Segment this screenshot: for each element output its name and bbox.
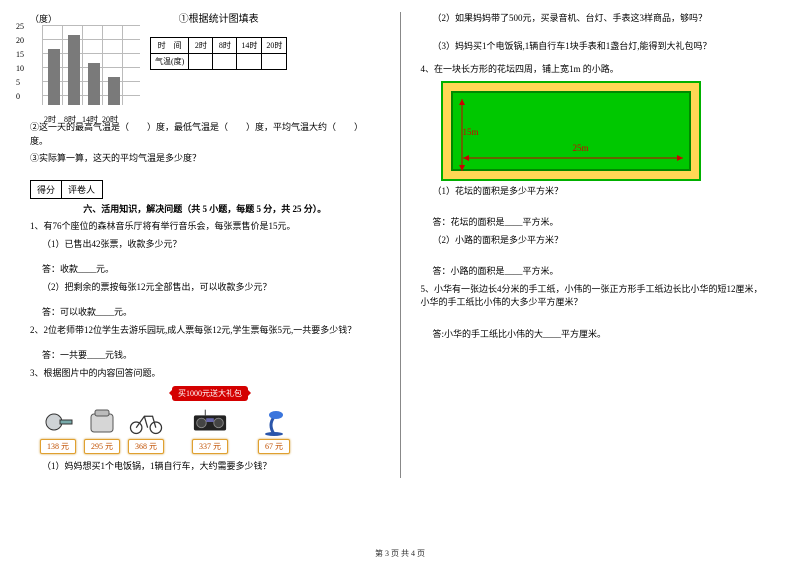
xtick: 20时: [102, 114, 118, 125]
xtick: 14时: [82, 114, 98, 125]
answer-4b: 答：小路的面积是____平方米。: [421, 265, 771, 279]
watch-icon: [40, 407, 76, 437]
column-divider: [400, 12, 401, 478]
problem-1: 1、有76个座位的森林音乐厅将有举行音乐会，每张票售价是15元。: [30, 220, 380, 234]
price-tag: 368 元: [128, 439, 164, 454]
table-cell: 8时: [213, 38, 237, 54]
section-6-title: 六、活用知识，解决问题（共 5 小题，每题 5 分，共 25 分）。: [30, 203, 380, 217]
problem-4: 4、在一块长方形的花坛四周，铺上宽1m 的小路。: [421, 63, 771, 77]
lamp-icon: [256, 407, 292, 437]
problem-5: 5、小华有一张边长4分米的手工纸，小伟的一张正方形手工纸边长比小华的短12厘米，…: [421, 283, 771, 310]
product-cooker: 295 元: [84, 407, 120, 454]
answer-5: 答:小华的手工纸比小伟的大____平方厘米。: [421, 328, 771, 342]
cooker-icon: [84, 407, 120, 437]
table-cell: 20时: [262, 38, 287, 54]
answer-4a: 答：花坛的面积是____平方米。: [421, 216, 771, 230]
ytick: 5: [16, 78, 20, 87]
problem-1a: （1）已售出42张票，收款多少元？: [30, 238, 380, 252]
ytick: 25: [16, 22, 24, 31]
score-box: 得分 评卷人: [30, 180, 103, 199]
page-footer: 第 3 页 共 4 页: [0, 548, 800, 559]
right-column: （2）如果妈妈带了500元，买录音机、台灯、手表这3样商品，够吗？ （3）妈妈买…: [421, 12, 771, 478]
garden-diagram: 15m 25m: [441, 81, 701, 181]
xtick: 2时: [44, 114, 56, 125]
bar-chart: 25 20 15 10 5 0 2时 8时 14时 20时: [30, 25, 140, 115]
ytick: 10: [16, 64, 24, 73]
product-bike: 368 元: [128, 407, 164, 454]
table-cell: [262, 54, 287, 70]
degree-label: （度）: [30, 12, 140, 25]
bar: [48, 49, 60, 105]
bar: [68, 35, 80, 105]
grader-label: 评卷人: [62, 181, 102, 198]
problem-1b: （2）把剩余的票按每张12元全部售出，可以收款多少元？: [30, 281, 380, 295]
bike-icon: [128, 407, 164, 437]
product-row: 138 元 295 元 368 元 买1000元送大礼包 337 元: [40, 386, 380, 454]
product-radio: 买1000元送大礼包 337 元: [172, 386, 248, 454]
problem-2: 2、2位老师带12位学生去游乐园玩,成人票每张12元,学生票每张5元,一共要多少…: [30, 324, 380, 338]
problem-4b: （2）小路的面积是多少平方米？: [421, 234, 771, 248]
bar: [108, 77, 120, 105]
answer-2: 答：一共要____元钱。: [30, 349, 380, 363]
page: （度） 25 20: [0, 0, 800, 478]
left-column: （度） 25 20: [30, 12, 380, 478]
answer-1a: 答：收款____元。: [30, 263, 380, 277]
product-watch: 138 元: [40, 407, 76, 454]
price-tag: 295 元: [84, 439, 120, 454]
chart-wrapper: （度） 25 20: [30, 12, 140, 115]
promo-banner: 买1000元送大礼包: [172, 386, 248, 401]
answer-1b: 答：可以收款____元。: [30, 306, 380, 320]
bar: [88, 63, 100, 105]
radio-icon: [192, 407, 228, 437]
arrow-h: [463, 153, 683, 163]
price-tag: 67 元: [258, 439, 290, 454]
ytick: 15: [16, 50, 24, 59]
problem-3a: （1）妈妈想买1个电饭锅，1辆自行车，大约需要多少钱？: [30, 460, 380, 474]
table-cell: [213, 54, 237, 70]
ytick: 0: [16, 92, 20, 101]
ytick: 20: [16, 36, 24, 45]
table-header: 气温(度): [151, 54, 189, 70]
score-label: 得分: [31, 181, 62, 198]
table-cell: [237, 54, 262, 70]
question-2: ②这一天的最高气温是（ ）度，最低气温是（ ）度，平均气温大约（ ）度。: [30, 121, 380, 148]
garden-width: 25m: [573, 143, 589, 153]
price-tag: 337 元: [192, 439, 228, 454]
temp-table: 时 间 2时 8时 14时 20时 气温(度): [150, 37, 287, 70]
chart-right: ①根据统计图填表 时 间 2时 8时 14时 20时 气温(度): [150, 12, 287, 70]
table-header: 时 间: [151, 38, 189, 54]
problem-3c: （3）妈妈买1个电饭锅,1辆自行车1块手表和1盏台灯,能得到大礼包吗？: [421, 40, 771, 54]
xtick: 8时: [64, 114, 76, 125]
problem-3b: （2）如果妈妈带了500元，买录音机、台灯、手表这3样商品，够吗？: [421, 12, 771, 26]
problem-4a: （1）花坛的面积是多少平方米？: [421, 185, 771, 199]
table-cell: 14时: [237, 38, 262, 54]
price-tag: 138 元: [40, 439, 76, 454]
chart-area: （度） 25 20: [30, 12, 380, 115]
problem-3: 3、根据图片中的内容回答问题。: [30, 367, 380, 381]
product-lamp: 67 元: [256, 407, 292, 454]
table-cell: 2时: [189, 38, 213, 54]
table-cell: [189, 54, 213, 70]
question-3: ③实际算一算，这天的平均气温是多少度？: [30, 152, 380, 166]
chart-title: ①根据统计图填表: [150, 12, 287, 27]
